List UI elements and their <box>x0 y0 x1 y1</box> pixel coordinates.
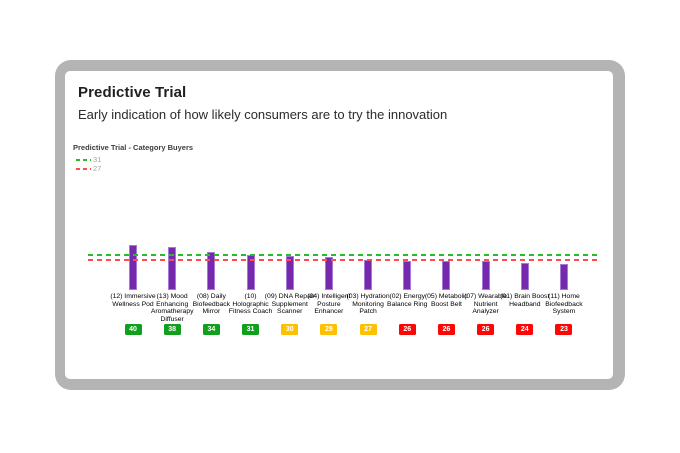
legend-title: Predictive Trial - Category Buyers <box>73 143 194 152</box>
category-label: (01) Brain Boost Headband <box>500 293 550 308</box>
bar <box>403 261 412 290</box>
bar <box>481 261 490 290</box>
page-title: Predictive Trial <box>78 84 187 101</box>
category-column: (11) Home Biofeedback System 23 <box>539 293 589 339</box>
value-badge: 34 <box>202 324 220 335</box>
category-column: (09) DNA Repair Supplement Scanner 30 <box>265 293 315 339</box>
bar-chart: (12) Immersive Wellness Pod 40 (13) Mood E… <box>65 71 613 379</box>
bar <box>559 264 568 290</box>
legend-item-label: 31 <box>93 155 102 164</box>
reference-line <box>88 259 601 261</box>
category-label: (03) Hydration Monitoring Patch <box>346 293 390 316</box>
bar <box>207 252 216 290</box>
bar <box>285 256 294 290</box>
category-column: (01) Brain Boost Headband 24 <box>500 293 550 339</box>
category-column: (05) Metabolic Boost Belt 26 <box>421 293 471 339</box>
legend-item-label: 27 <box>93 164 102 173</box>
value-badge: 38 <box>163 324 181 335</box>
legend-items: 31 27 <box>73 155 193 173</box>
category-column: (04) Intelligent Posture Enhancer 29 <box>304 293 354 339</box>
chart-legend: Predictive Trial - Category Buyers 31 27 <box>73 143 193 173</box>
bar <box>168 247 177 290</box>
bar <box>324 257 333 290</box>
dashed-line-swatch <box>76 167 91 170</box>
value-badge: 26 <box>437 324 455 335</box>
value-badge: 40 <box>124 324 142 335</box>
category-label: (10) Holographic Fitness Coach <box>228 293 273 316</box>
legend-item: 31 <box>76 155 193 164</box>
dashed-line-swatch <box>76 158 91 161</box>
value-badge: 29 <box>320 324 338 335</box>
category-label: (08) Daily Biofeedback Mirror <box>192 293 231 316</box>
category-label: (09) DNA Repair Supplement Scanner <box>264 293 315 316</box>
category-column: (03) Hydration Monitoring Patch 27 <box>343 293 393 339</box>
bar <box>520 263 529 290</box>
category-column: (07) Wearable Nutrient Analyzer 26 <box>461 293 511 339</box>
category-column: (12) Immersive Wellness Pod 40 <box>108 293 158 339</box>
bar <box>129 245 137 290</box>
value-badge: 31 <box>242 324 260 335</box>
bar <box>364 260 373 290</box>
category-column: (13) Mood Enhancing Aromatherapy Diffuse… <box>147 293 197 339</box>
category-label: (12) Immersive Wellness Pod <box>110 293 156 308</box>
bar <box>442 261 451 290</box>
category-column: (08) Daily Biofeedback Mirror 34 <box>186 293 236 339</box>
value-badge: 24 <box>516 324 534 335</box>
category-label: (11) Home Biofeedback System <box>545 293 583 316</box>
category-label: (02) Energy Balance Ring <box>387 293 428 308</box>
category-label: (07) Wearable Nutrient Analyzer <box>464 293 508 316</box>
value-badge: 30 <box>281 324 299 335</box>
report-card: Predictive Trial Early indication of how… <box>65 71 613 379</box>
value-badge: 26 <box>398 324 416 335</box>
value-badge: 26 <box>477 324 495 335</box>
category-label: (05) Metabolic Boost Belt <box>424 293 468 308</box>
page-subtitle: Early indication of how likely consumers… <box>78 107 448 122</box>
category-column: (10) Holographic Fitness Coach 31 <box>226 293 276 339</box>
value-badge: 23 <box>555 324 573 335</box>
legend-item: 27 <box>76 164 193 173</box>
value-badge: 27 <box>359 324 377 335</box>
category-column: (02) Energy Balance Ring 26 <box>382 293 432 339</box>
category-label: (13) Mood Enhancing Aromatherapy Diffuse… <box>150 293 194 323</box>
category-label: (04) Intelligent Posture Enhancer <box>307 293 351 316</box>
reference-line <box>88 254 601 256</box>
